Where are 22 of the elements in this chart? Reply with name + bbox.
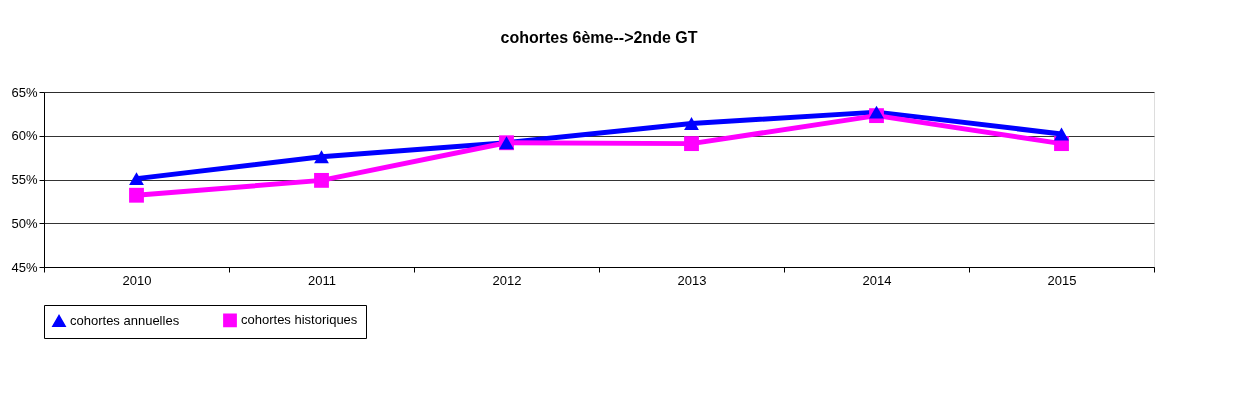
point xyxy=(314,150,329,164)
point xyxy=(684,117,699,130)
y-tick-label: 45% xyxy=(11,259,38,275)
point xyxy=(314,172,329,188)
x-tick-label: 2013 xyxy=(677,272,707,288)
point xyxy=(129,172,144,186)
x-tick-label: 2015 xyxy=(1047,272,1077,288)
point xyxy=(869,105,884,119)
point xyxy=(684,136,699,152)
point xyxy=(1054,127,1069,141)
legend-label: cohortes annuelles xyxy=(70,312,180,328)
y-tick-label: 55% xyxy=(11,172,38,187)
x-tick-label: 2014 xyxy=(862,272,892,288)
y-tick-label: 60% xyxy=(11,128,38,144)
legend-label: cohortes historiques xyxy=(241,312,358,328)
y-tick-label: 50% xyxy=(11,215,38,231)
x-tick-label: 2010 xyxy=(122,272,152,288)
y-tick-label: 65% xyxy=(11,84,38,100)
point xyxy=(129,187,144,203)
x-tick-label: 2012 xyxy=(492,272,522,288)
x-tick-label: 2011 xyxy=(308,272,336,288)
chart-title: cohortes 6ème-->2nde GT xyxy=(500,29,698,46)
